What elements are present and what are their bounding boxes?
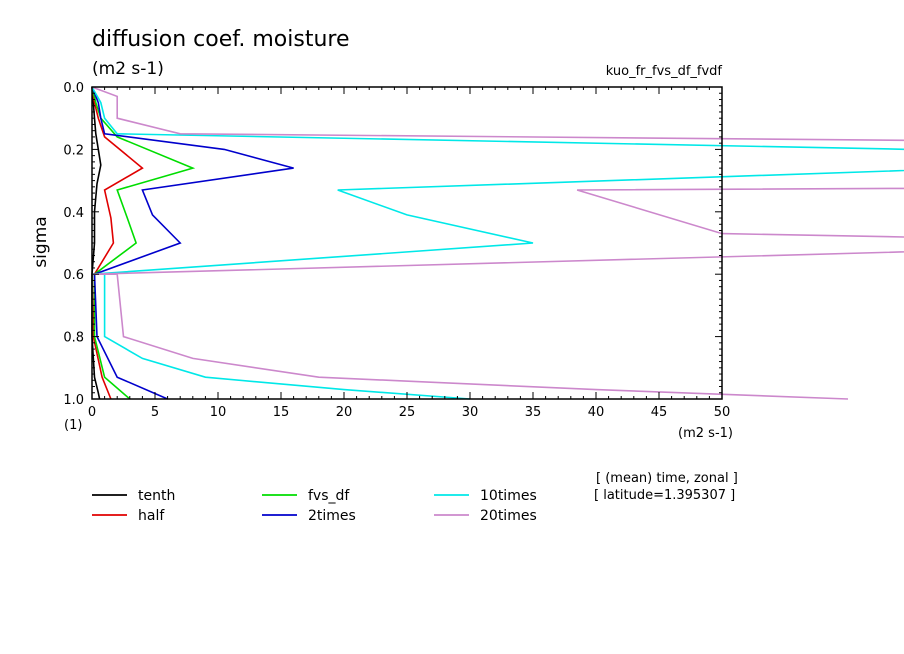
legend-label-10times: 10times	[480, 488, 537, 504]
legend-label-tenth: tenth	[138, 488, 175, 504]
x-tick-label: 25	[399, 405, 416, 420]
legend-label-2times: 2times	[308, 508, 356, 524]
x-axis-label: (m2 s-1)	[678, 426, 733, 441]
plot-frame	[91, 86, 723, 400]
x-tick-label: 30	[462, 405, 479, 420]
x-tick-label: 20	[336, 405, 353, 420]
y-tick-label: 1.0	[63, 393, 84, 408]
run-label: kuo_fr_fvs_df_fvdf	[606, 64, 723, 79]
series-line-20times	[91, 86, 904, 400]
info-line-2: [ latitude=1.395307 ]	[594, 488, 735, 503]
y-tick-label: 0.2	[63, 143, 84, 158]
series-line-10times	[91, 86, 904, 400]
x-tick-label: 0	[88, 405, 96, 420]
x-tick-label: 10	[210, 405, 227, 420]
y-tick-label: 0.0	[63, 81, 84, 96]
legend-label-fvs_df: fvs_df	[308, 488, 350, 504]
series-layer	[91, 86, 904, 400]
legend: tenth half fvs_df 2times 10times 20times	[92, 488, 537, 524]
y-tick-label: 0.4	[63, 206, 84, 221]
ticks-layer: 0 5 10 15 20 25 30 35 40 45 50 0.0 0.2 0.4 0.6 0.8 1.0	[63, 81, 730, 420]
y-axis-label: sigma	[31, 216, 51, 267]
x-tick-label: 50	[714, 405, 731, 420]
x-tick-label: 40	[588, 405, 605, 420]
chart-title: diffusion coef. moisture	[92, 27, 350, 52]
chart-subtitle: (m2 s-1)	[92, 59, 164, 79]
legend-label-half: half	[138, 508, 165, 524]
series-line-half	[91, 86, 144, 400]
y-unit-label: (1)	[64, 418, 82, 433]
legend-label-20times: 20times	[480, 508, 537, 524]
x-tick-label: 45	[651, 405, 668, 420]
x-tick-label: 15	[273, 405, 290, 420]
y-tick-label: 0.6	[63, 268, 84, 283]
x-tick-label: 35	[525, 405, 542, 420]
info-line-1: [ (mean) time, zonal ]	[596, 471, 738, 486]
x-tick-label: 5	[151, 405, 159, 420]
y-tick-label: 0.8	[63, 331, 84, 346]
